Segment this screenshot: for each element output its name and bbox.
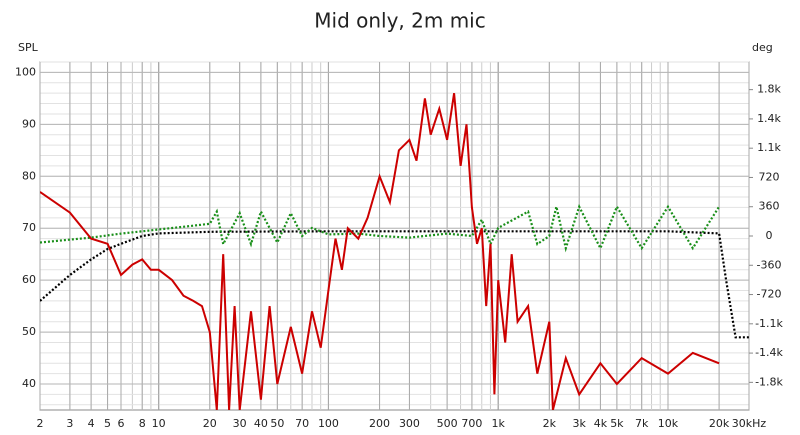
x-tick-label: 30kHz <box>732 417 767 430</box>
y2-tick-label: 1.8k <box>757 83 781 96</box>
x-tick-label: 100 <box>318 417 339 430</box>
x-tick-label: 3k <box>573 417 587 430</box>
x-tick-label: 200 <box>369 417 390 430</box>
series-line <box>40 203 721 253</box>
y2-tick-label: -720 <box>757 288 782 301</box>
y2-axis-label: deg <box>752 41 773 54</box>
y2-tick-label: 1.4k <box>757 112 781 125</box>
x-tick-label: 40 <box>254 417 268 430</box>
y-tick-label: 70 <box>22 221 36 234</box>
y2-tick-label: -1.8k <box>755 375 783 388</box>
y-tick-label: 50 <box>22 325 36 338</box>
x-tick-label: 300 <box>399 417 420 430</box>
y2-tick-label: 0 <box>766 229 773 242</box>
y-tick-label: 100 <box>15 65 36 78</box>
plot <box>39 61 750 410</box>
x-tick-label: 2k <box>543 417 557 430</box>
y2-tick-label: -360 <box>757 258 782 271</box>
series-line <box>40 93 720 410</box>
chart-title: Mid only, 2m mic <box>314 9 485 33</box>
x-tick-label: 10k <box>658 417 679 430</box>
x-tick-label: 4k <box>594 417 608 430</box>
x-tick-label: 70 <box>295 417 309 430</box>
x-tick-label: 8 <box>139 417 146 430</box>
x-tick-label: 20k <box>709 417 730 430</box>
x-tick-label: 7k <box>635 417 649 430</box>
x-tick-label: 4 <box>88 417 95 430</box>
y2-tick-label: 720 <box>759 170 780 183</box>
x-tick-label: 3 <box>66 417 73 430</box>
y-tick-label: 40 <box>22 377 36 390</box>
x-tick-label: 10 <box>152 417 166 430</box>
y-tick-label: 60 <box>22 273 36 286</box>
x-tick-label: 6 <box>118 417 125 430</box>
y2-tick-label: -1.1k <box>755 317 783 330</box>
series-line <box>40 230 749 339</box>
x-tick-label: 700 <box>461 417 482 430</box>
x-tick-label: 2 <box>37 417 44 430</box>
y2-tick-label: 1.1k <box>757 141 781 154</box>
y2-tick-label: 360 <box>759 200 780 213</box>
x-tick-label: 500 <box>437 417 458 430</box>
x-tick-label: 20 <box>203 417 217 430</box>
x-tick-label: 5 <box>104 417 111 430</box>
y-axis-label: SPL <box>18 41 39 54</box>
x-tick-label: 30 <box>233 417 247 430</box>
y-tick-label: 90 <box>22 117 36 130</box>
x-tick-label: 1k <box>492 417 506 430</box>
x-tick-label: 50 <box>270 417 284 430</box>
y2-tick-label: -1.4k <box>755 346 783 359</box>
y-tick-label: 80 <box>22 169 36 182</box>
x-tick-label: 5k <box>610 417 624 430</box>
